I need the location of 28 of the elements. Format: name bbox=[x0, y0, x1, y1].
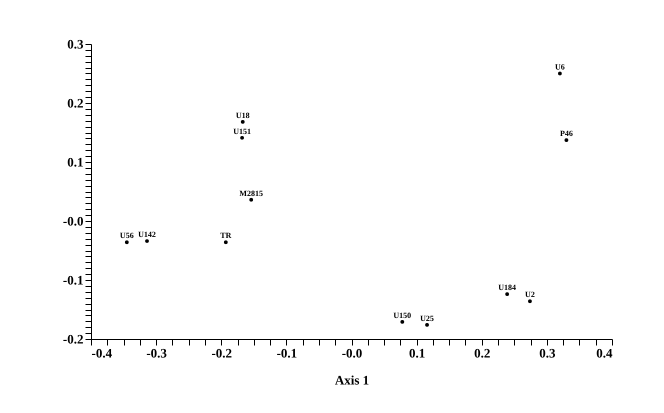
data-label: U18 bbox=[236, 110, 250, 120]
data-label: U56 bbox=[120, 231, 134, 240]
x-tick-label: 0.2 bbox=[474, 346, 490, 360]
data-label: U25 bbox=[420, 314, 434, 323]
data-label: U151 bbox=[233, 126, 251, 136]
y-tick-label: -0.1 bbox=[62, 272, 84, 288]
x-tick-label: 0.3 bbox=[539, 346, 556, 360]
y-tick-label: 0.3 bbox=[67, 36, 84, 52]
x-tick-label: -0.0 bbox=[342, 346, 362, 360]
y-tick-label: 0.2 bbox=[67, 96, 84, 110]
data-label: U184 bbox=[498, 283, 516, 292]
data-label: U2 bbox=[525, 290, 535, 300]
data-label: M2815 bbox=[239, 188, 263, 198]
data-label: U142 bbox=[138, 230, 156, 240]
data-label: U150 bbox=[393, 310, 412, 320]
x-tick-label: -0.3 bbox=[146, 346, 168, 360]
x-tick-label: -0.4 bbox=[92, 346, 113, 360]
x-tick-label: 0.1 bbox=[409, 346, 426, 360]
data-label: TR bbox=[220, 231, 232, 240]
x-tick-label: -0.1 bbox=[276, 346, 298, 360]
data-label: P46 bbox=[560, 129, 573, 138]
x-axis-title: Axis 1 bbox=[334, 372, 370, 388]
x-tick-label: 0.4 bbox=[596, 346, 613, 360]
x-tick-label: -0.2 bbox=[211, 346, 232, 360]
y-tick-label: -0.0 bbox=[62, 214, 84, 228]
y-tick-label: -0.2 bbox=[62, 332, 84, 346]
y-tick-label: 0.1 bbox=[67, 154, 84, 170]
data-label: U6 bbox=[555, 62, 565, 72]
